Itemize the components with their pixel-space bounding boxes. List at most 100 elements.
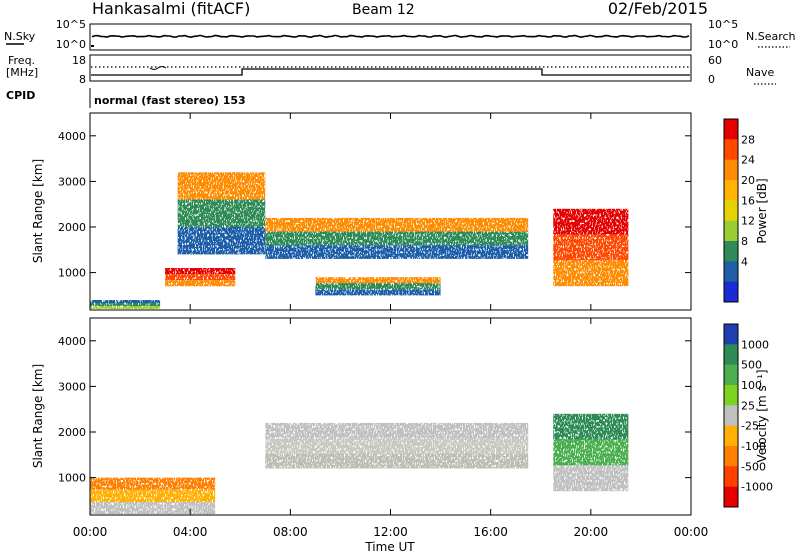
feature-band xyxy=(553,260,629,287)
feature-2 xyxy=(553,413,629,492)
power-y-axis-label: Slant Range [km] xyxy=(31,159,45,263)
beam-label: Beam 12 xyxy=(352,2,415,18)
colorbar-segment xyxy=(724,405,738,427)
feature-band xyxy=(553,413,629,440)
feature-band xyxy=(165,268,236,275)
colorbar-segment xyxy=(724,139,738,161)
x-tick-label: 12:00 xyxy=(373,525,408,539)
feature-band xyxy=(315,289,441,296)
velocity-panel: 1000 2000 3000 4000 Slant Range [km] xyxy=(31,317,692,516)
power-colorbar-label: Power [dB] xyxy=(755,178,769,243)
colorbar-segment xyxy=(724,324,738,345)
feature-band xyxy=(90,477,216,490)
feature-band xyxy=(265,422,529,439)
feature-3 xyxy=(265,217,529,259)
nave-label: Nave xyxy=(746,66,774,79)
velocity-colorbar-label: Velocity [m s⁻¹] xyxy=(755,369,769,462)
colorbar-tick-label: 8 xyxy=(741,235,748,248)
colorbar-tick-label: 28 xyxy=(741,133,755,146)
y-tick-label: 2000 xyxy=(58,221,86,234)
cpid-text: normal (fast stereo) 153 xyxy=(94,94,246,107)
noise-right-tick-low: 10^0 xyxy=(708,38,738,51)
colorbar-segment xyxy=(724,159,738,181)
colorbar-segment xyxy=(724,364,738,386)
colorbar-segment xyxy=(724,281,738,303)
x-tick-label: 08:00 xyxy=(273,525,308,539)
feature-0 xyxy=(90,477,216,515)
feature-band xyxy=(165,280,236,287)
y-tick-label: 3000 xyxy=(58,380,86,393)
colorbar-segment xyxy=(724,200,738,222)
colorbar-frame xyxy=(723,118,739,303)
feature-0 xyxy=(90,300,161,309)
freq-tick-high: 18 xyxy=(72,54,86,67)
y-tick-label: 2000 xyxy=(58,426,86,439)
colorbar-tick-label: 12 xyxy=(741,215,755,228)
feature-band xyxy=(553,439,629,466)
noise-right-tick-high: 10^5 xyxy=(708,18,738,31)
freq-label-line2: [MHz] xyxy=(6,66,38,79)
y-tick-label: 3000 xyxy=(58,175,86,188)
power-colorbar: 28 24 20 16 12 8 4 xyxy=(723,118,755,303)
colorbar-segment xyxy=(724,344,738,366)
feature-band xyxy=(265,231,529,246)
noise-left-tick-high: 10^5 xyxy=(56,18,86,31)
y-tick-label: 4000 xyxy=(58,335,86,348)
freq-label-line1: Freq. xyxy=(8,54,35,67)
colorbar-segment xyxy=(724,486,738,508)
feature-band xyxy=(553,234,629,261)
x-axis: 00:00 04:00 08:00 12:00 16:00 20:00 00:00 xyxy=(73,113,708,539)
colorbar-segment xyxy=(724,385,738,406)
date-label: 02/Feb/2015 xyxy=(608,0,708,18)
colorbar-tick-label: 4 xyxy=(741,255,748,268)
nave-tick-low: 0 xyxy=(708,73,715,86)
feature-band xyxy=(177,227,266,255)
feature-band xyxy=(177,172,266,200)
feature-band xyxy=(90,489,216,502)
power-data-layer xyxy=(90,172,629,309)
cpid-label: CPID xyxy=(6,89,35,102)
station-title: Hankasalmi (fitACF) xyxy=(92,0,250,18)
power-y-axis: 1000 2000 3000 4000 xyxy=(58,130,691,280)
colorbar-tick-label: -500 xyxy=(741,460,766,473)
velocity-data-layer xyxy=(90,413,629,515)
noise-sky-line xyxy=(91,34,690,39)
colorbar-tick-label: -25 xyxy=(741,420,759,433)
noise-panel-frame xyxy=(89,23,692,51)
colorbar-segment xyxy=(724,180,738,201)
feature-4 xyxy=(315,277,441,296)
colorbar-segment xyxy=(724,119,738,140)
colorbar-tick-label: 1000 xyxy=(741,338,769,351)
colorbar-segment xyxy=(724,466,738,488)
colorbar-tick-label: 100 xyxy=(741,379,762,392)
feature-band xyxy=(90,306,161,309)
feature-band xyxy=(265,245,529,259)
colorbar-segment xyxy=(724,220,738,242)
colorbar-frame xyxy=(723,323,739,508)
noise-search-label: N.Search xyxy=(746,30,796,43)
x-axis-label: Time UT xyxy=(364,540,415,554)
colorbar-segment xyxy=(724,425,738,447)
feature-band xyxy=(265,438,529,454)
colorbar-tick-label: 16 xyxy=(741,194,755,207)
feature-band xyxy=(90,300,161,303)
power-panel: 1000 2000 3000 4000 Slant Range [km] xyxy=(31,112,692,311)
frequency-step-line xyxy=(91,68,690,76)
colorbar-segment xyxy=(724,261,738,283)
colorbar-tick-label: -100 xyxy=(741,440,766,453)
x-tick-label: 04:00 xyxy=(173,525,208,539)
x-tick-label: 20:00 xyxy=(574,525,609,539)
colorbar-tick-label: 24 xyxy=(741,154,755,167)
noise-sky-label: N.Sky xyxy=(4,30,36,43)
feature-band xyxy=(265,453,529,469)
feature-band xyxy=(177,199,266,227)
feature-band xyxy=(315,277,441,284)
x-tick-label: 00:00 xyxy=(73,525,108,539)
feature-1 xyxy=(165,268,236,287)
feature-band xyxy=(315,283,441,290)
colorbar-segment xyxy=(724,241,738,262)
freq-tick-low: 8 xyxy=(79,73,86,86)
velocity-colorbar: 1000 500 100 25 -25 -100 -500 -1000 xyxy=(723,323,773,508)
y-tick-label: 1000 xyxy=(58,472,86,485)
